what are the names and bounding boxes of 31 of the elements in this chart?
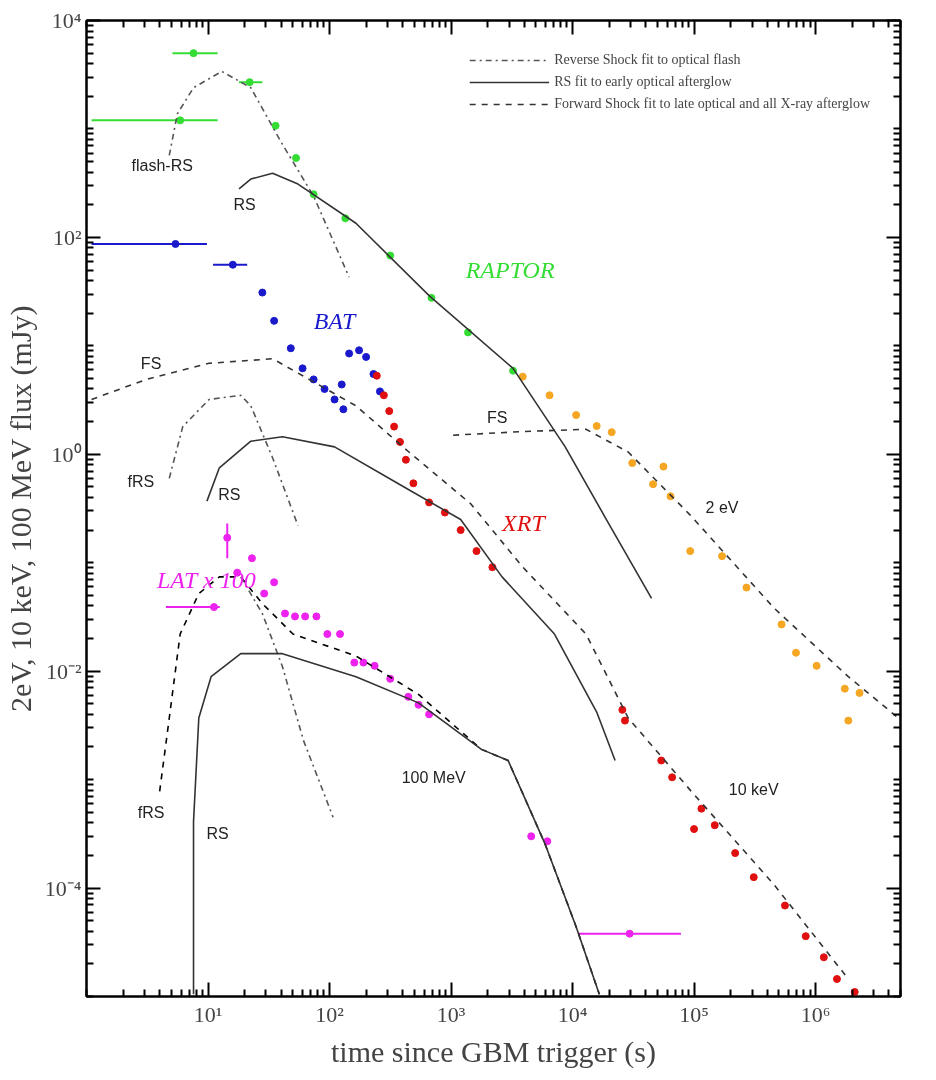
x-tick-label: 10⁶	[800, 1001, 831, 1027]
series-label: XRT	[501, 510, 547, 537]
text: RS fit to early optical afterglow	[554, 74, 732, 90]
x-tick-label: 10¹	[193, 1001, 223, 1027]
annotation: FS	[140, 354, 162, 372]
y-tick-label: 10⁻²	[45, 658, 82, 684]
text: Forward Shock fit to late optical and all X-ray afterglow	[554, 96, 870, 112]
x-tick-label: 10³	[436, 1001, 466, 1027]
annotation: RS	[206, 824, 229, 842]
annotation: flash-RS	[131, 157, 193, 175]
annotation: RS	[218, 485, 241, 503]
x-axis-title: time since GBM trigger (s)	[331, 1034, 656, 1069]
series-label: BAT	[313, 307, 358, 334]
annotation: fRS	[127, 473, 155, 491]
y-axis-title: 2eV, 10 keV, 100 MeV flux (mJy)	[3, 305, 38, 713]
y-tick-label: 10⁴	[51, 8, 82, 33]
annotation: 100 MeV	[401, 768, 467, 786]
annotation: fRS	[137, 803, 165, 821]
series-label: RAPTOR	[464, 257, 555, 284]
annotation: 2 eV	[705, 499, 739, 517]
text: Reverse Shock fit to optical flash	[554, 52, 741, 68]
y-tick-label: 10⁰	[51, 441, 82, 467]
x-tick-label: 10⁴	[557, 1001, 588, 1027]
x-tick-label: 10²	[315, 1001, 345, 1027]
annotation: 10 keV	[728, 781, 779, 799]
series-label: LAT x 100	[155, 567, 256, 594]
y-tick-label: 10⁻⁴	[44, 875, 82, 901]
annotation: RS	[233, 196, 256, 214]
y-tick-label: 10²	[52, 224, 82, 250]
annotation: FS	[487, 408, 508, 426]
x-tick-label: 10⁵	[679, 1001, 709, 1027]
